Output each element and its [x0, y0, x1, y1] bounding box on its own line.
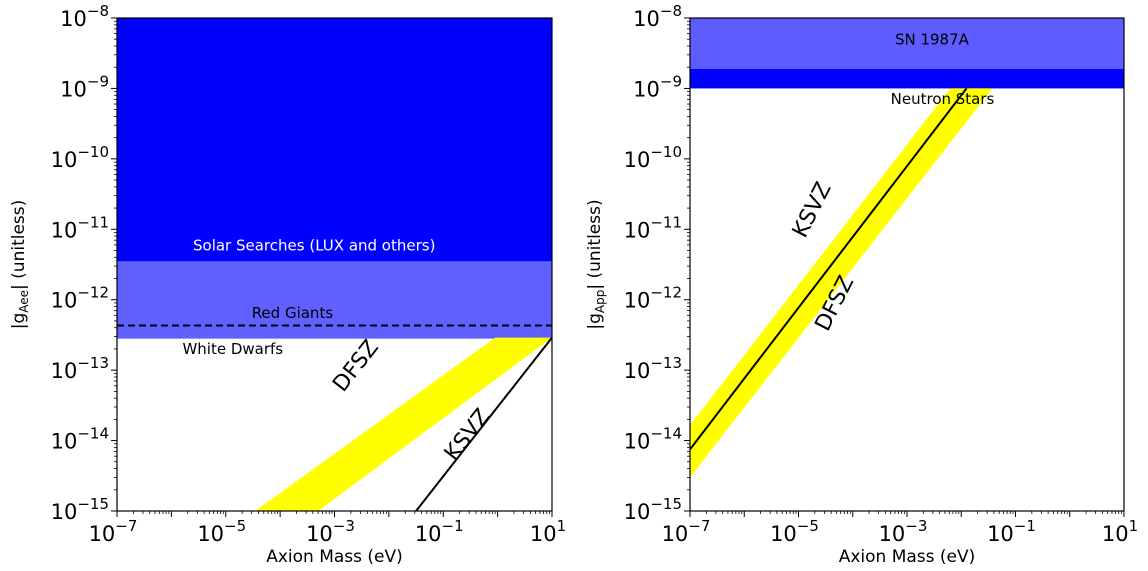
panel-1-solar-searches-lux-and-others-label: Solar Searches (LUX and others) — [193, 236, 435, 254]
panel-2-y-tick-label: 10−15 — [624, 495, 682, 524]
panel-2-y-axis-label: |gApp| (unitless) — [585, 199, 607, 329]
panel-1-dfsz-label: DFSZ — [328, 335, 384, 396]
panel-2-dfsz-band — [690, 88, 993, 478]
panel-2-sn-1987a-label: SN 1987A — [895, 31, 970, 49]
panel-1-solar-searches-lux-and-others-region — [117, 18, 552, 262]
panel-1-y-tick-label: 10−14 — [51, 425, 109, 454]
panel-1-dfsz-band — [255, 337, 552, 511]
panel-2-sn-1987a-region — [690, 18, 1124, 69]
panel-1-x-tick-label: 10−5 — [197, 517, 246, 546]
panel-1-white-dwarfs-region — [117, 261, 552, 339]
panel-2-ksvz-line — [690, 87, 968, 450]
panel-1-x-tick-label: 10−3 — [306, 517, 355, 546]
panel-2-y-tick-label: 10−9 — [633, 72, 682, 101]
panel-1-y-tick-label: 10−11 — [51, 213, 109, 242]
panel-2-y-tick-label: 10−10 — [624, 143, 682, 172]
panel-2-x-tick-label: 101 — [1102, 517, 1138, 546]
panel-1-y-tick-label: 10−10 — [51, 143, 109, 172]
panel-1-y-tick-label: 10−8 — [60, 2, 109, 31]
panel-1-plot-area: Solar Searches (LUX and others) White Dwa… — [117, 18, 552, 511]
panel-2-neutron-stars-label: Neutron Stars — [891, 90, 995, 108]
panel-2-y-tick-label: 10−13 — [624, 354, 682, 383]
panel-1-x-axis-label: Axion Mass (eV) — [266, 547, 403, 567]
panel-1-ksvz-line — [415, 336, 552, 511]
panel-2-x-tick-label: 10−7 — [662, 517, 711, 546]
panel-1-x-tick-label: 10−1 — [415, 517, 464, 546]
panel-1-red-giants-label: Red Giants — [252, 304, 334, 322]
panel-1-plot: Solar Searches (LUX and others) White Dwa… — [9, 2, 566, 567]
panel-1-y-tick-label: 10−13 — [51, 354, 109, 383]
panel-2-y-tick-label: 10−11 — [624, 213, 682, 242]
panel-2-neutron-stars-region — [690, 68, 1124, 89]
panel-1-y-axis-label: |gAee| (unitless) — [9, 200, 31, 330]
panel-2-x-tick-label: 10−5 — [770, 517, 819, 546]
panel-1-x-tick-label: 101 — [530, 517, 566, 546]
panel-1-y-tick-label: 10−12 — [51, 284, 109, 313]
panel-2-x-tick-label: 10−1 — [987, 517, 1036, 546]
panel-1-y-tick-label: 10−15 — [51, 495, 109, 524]
panel-2-y-tick-label: 10−12 — [624, 284, 682, 313]
panel-2-y-tick-label: 10−8 — [633, 2, 682, 31]
panel-2-x-tick-label: 10−3 — [879, 517, 928, 546]
panel-1-y-tick-label: 10−9 — [60, 72, 109, 101]
panel-1-white-dwarfs-label: White Dwarfs — [182, 340, 283, 358]
panel-2-x-axis-label: Axion Mass (eV) — [839, 547, 976, 567]
panel-2-y-tick-label: 10−14 — [624, 425, 682, 454]
panel-1-x-tick-label: 10−7 — [89, 517, 138, 546]
panel-2-ksvz-label: KSVZ — [788, 178, 837, 241]
